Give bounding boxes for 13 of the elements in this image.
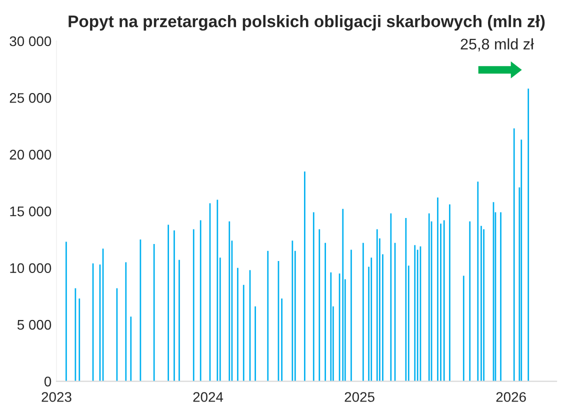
x-tick-label: 2026 [496, 392, 526, 402]
y-tick-label: 30 000 [10, 36, 52, 46]
y-tick-label: 20 000 [10, 150, 52, 160]
x-tick-label: 2023 [42, 392, 72, 402]
x-tick-label: 2024 [193, 392, 224, 402]
x-tick-label: 2025 [344, 392, 374, 402]
annotation: 25,8 mld zł [460, 38, 534, 52]
y-tick-label: 0 [44, 376, 52, 386]
y-tick-label: 10 000 [10, 263, 52, 274]
y-tick-label: 5 000 [17, 320, 52, 330]
y-tick-label: 25 000 [10, 93, 52, 103]
y-tick-label: 15 000 [10, 206, 52, 216]
chart-title: Popyt na przetargach polskich obligacji skarbowych (mln zł) [68, 15, 545, 31]
